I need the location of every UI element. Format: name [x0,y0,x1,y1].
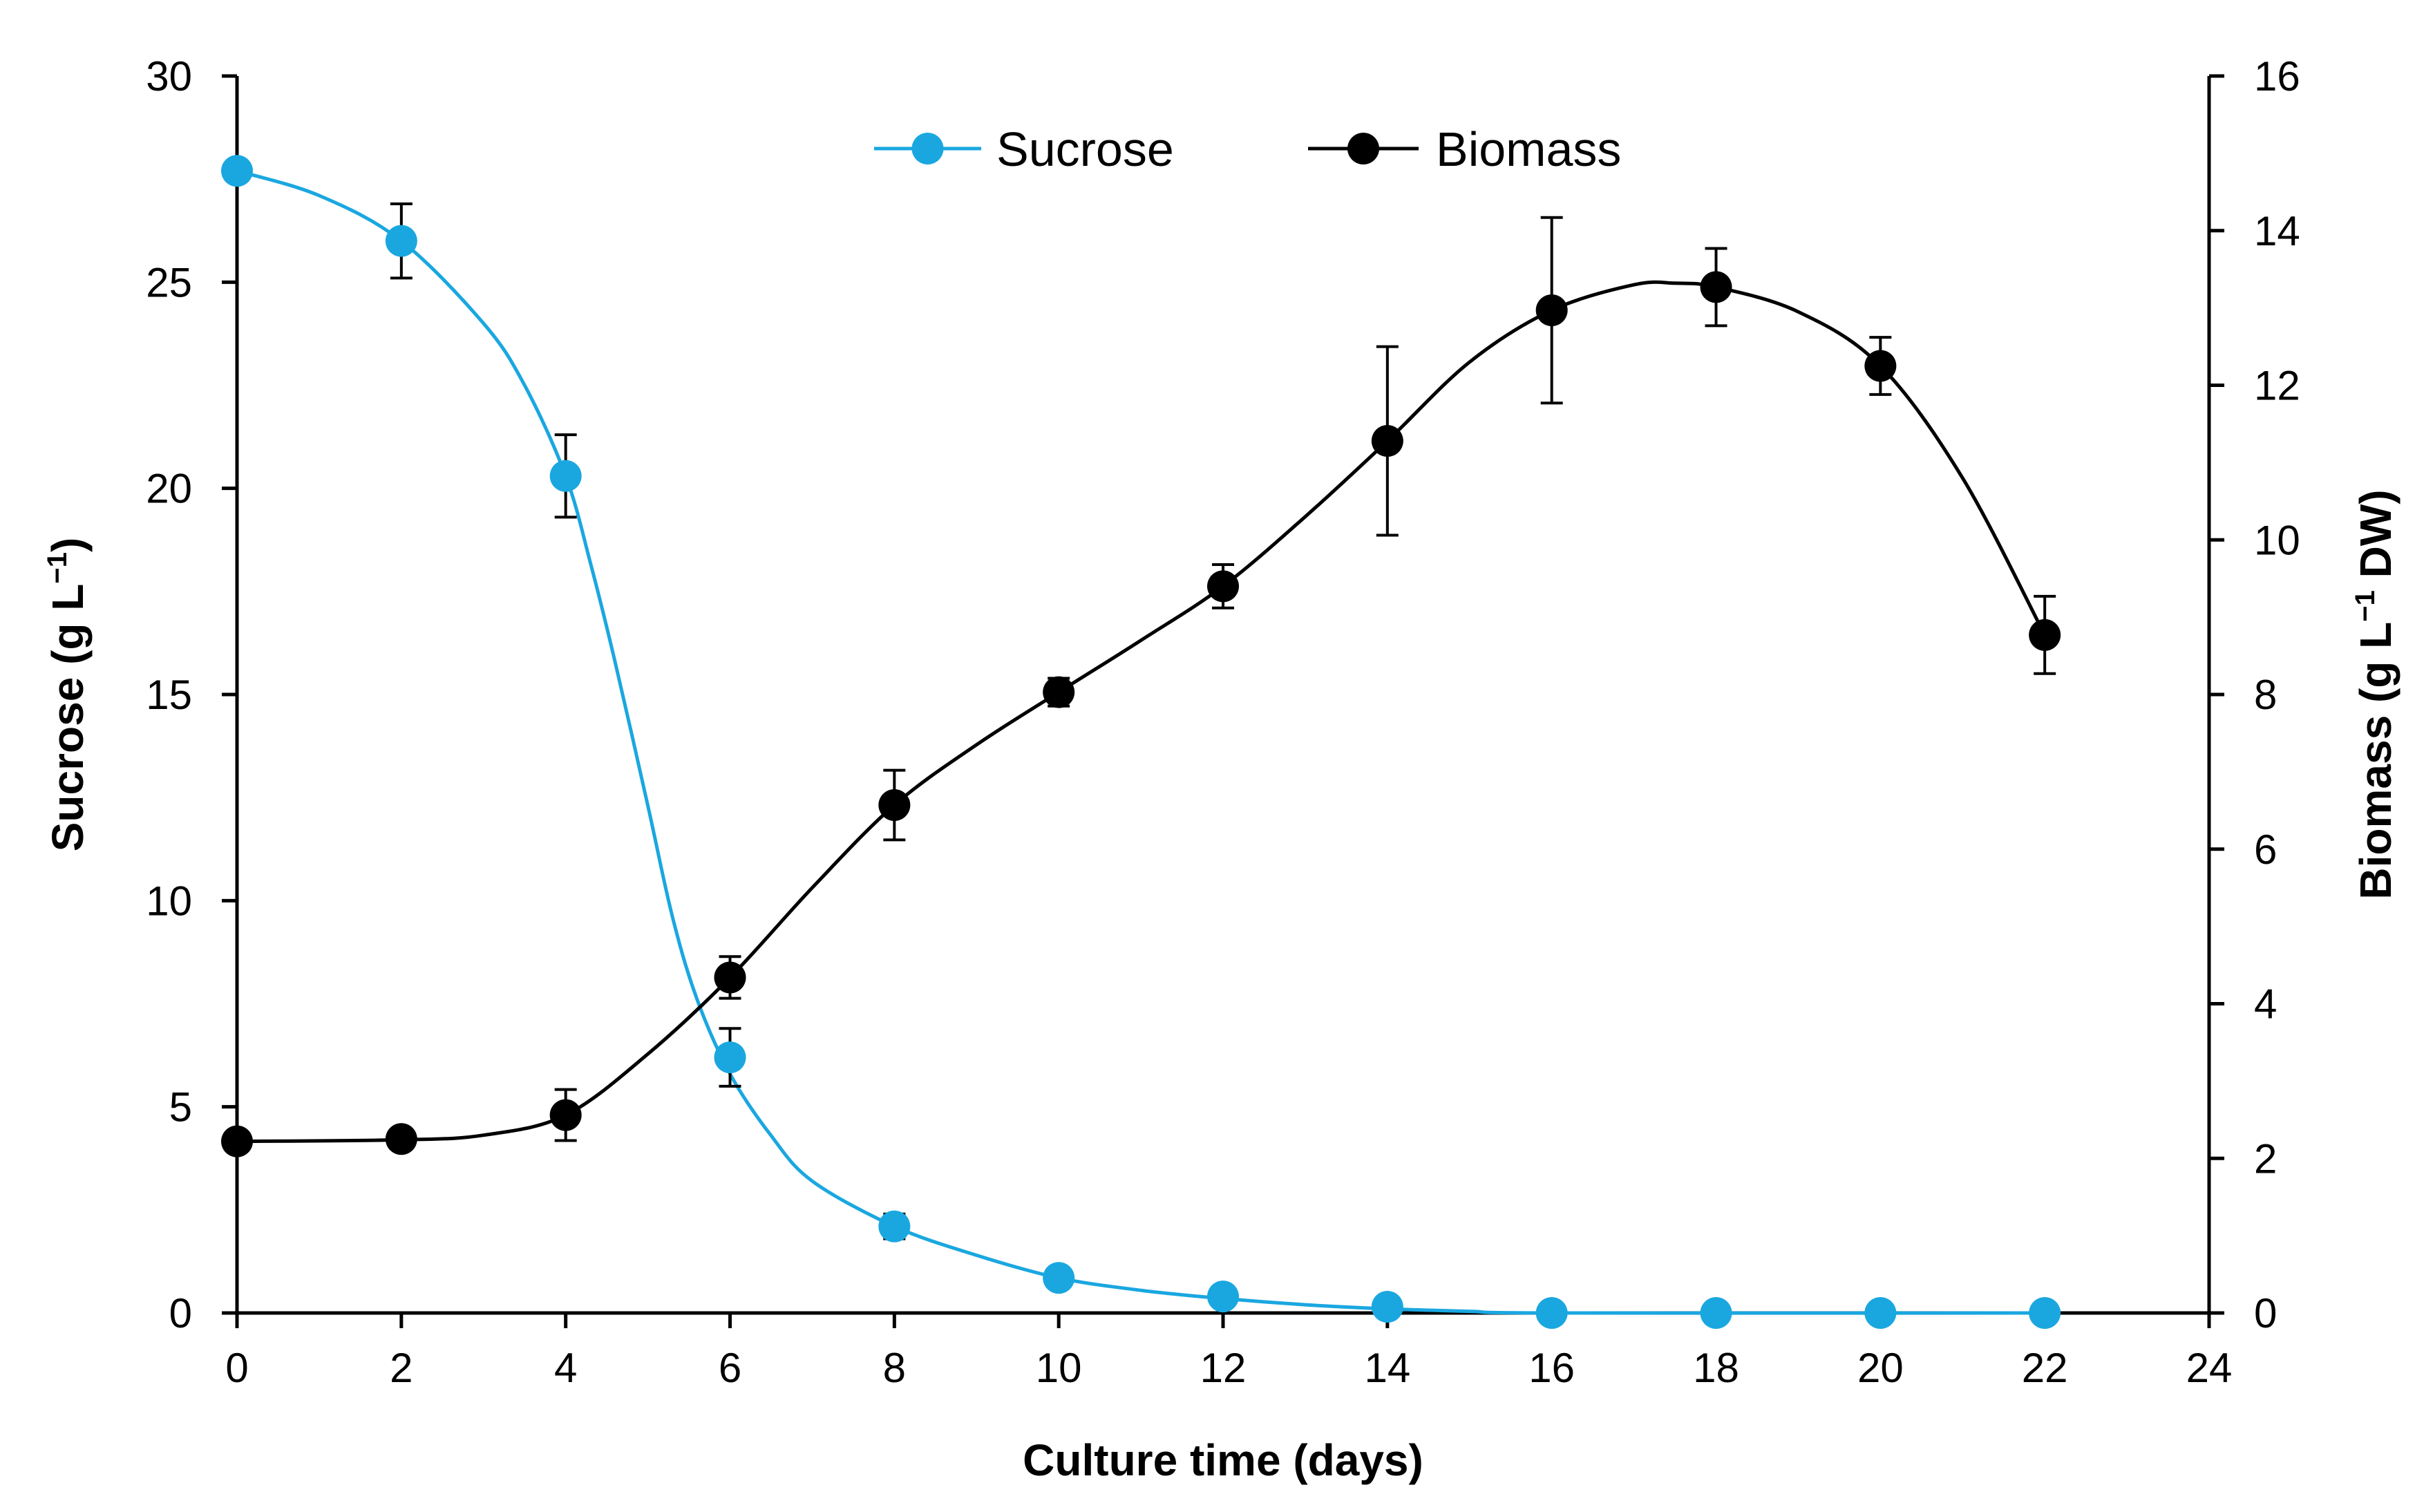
sucrose-point [1371,1291,1403,1323]
x-tick-label: 20 [1857,1345,1904,1391]
left-y-tick-label: 25 [146,259,192,305]
x-tick-label: 8 [883,1345,906,1391]
right-y-axis-title-sup: −1 [2350,590,2380,622]
biomass-point [385,1123,417,1155]
left-y-tick-label: 0 [169,1290,192,1336]
biomass-point [714,961,746,994]
sucrose-point [1207,1281,1239,1313]
x-tick-label: 4 [554,1345,577,1391]
x-tick-label: 16 [1528,1345,1575,1391]
x-tick-label: 10 [1036,1345,1082,1391]
biomass-point [549,1099,582,1131]
sucrose-curve [236,169,2045,1315]
legend-marker-biomass [1347,133,1379,164]
biomass-point [2029,618,2061,651]
left-y-tick-label: 5 [169,1084,192,1131]
biomass-point [221,1125,253,1157]
biomass-point [878,788,911,821]
legend-label-sucrose: Sucrose [996,122,1174,176]
biomass-point [1864,350,1897,382]
sucrose-point [1535,1297,1568,1329]
x-axis-title: Culture time (days) [1023,1435,1423,1485]
sucrose-point [549,460,582,492]
left-y-tick-label: 15 [146,672,192,718]
legend-label-biomass: Biomass [1436,122,1621,176]
left-y-tick-label: 20 [146,466,192,512]
biomass-point [1207,570,1239,603]
sucrose-point [2029,1297,2061,1329]
x-tick-label: 14 [1364,1345,1410,1391]
right-y-tick-label: 0 [2254,1290,2277,1336]
legend-item-sucrose: Sucrose [874,122,1174,176]
x-tick-label: 12 [1200,1345,1247,1391]
biomass-point [1371,425,1403,457]
right-y-axis-title-main: Biomass (g L [2351,622,2401,900]
right-y-axis-title: Biomass (g L−1 DW) [2350,489,2401,899]
right-y-tick-label: 14 [2254,208,2300,254]
right-y-tick-label: 12 [2254,363,2300,409]
right-y-tick-label: 10 [2254,517,2300,563]
sucrose-point [714,1041,746,1074]
sucrose-point [1700,1297,1732,1329]
x-tick-label: 22 [2022,1345,2068,1391]
legend-item-biomass: Biomass [1308,122,1621,176]
right-y-tick-label: 6 [2254,826,2277,873]
left-y-axis-title-tail: ) [43,538,93,552]
x-tick-label: 0 [225,1345,248,1391]
x-tick-label: 6 [719,1345,741,1391]
left-y-axis-title: Sucrose (g L−1) [42,538,93,852]
legend-marker-sucrose [911,133,944,164]
biomass-point [1043,676,1075,708]
left-y-tick-label: 30 [146,53,192,100]
left-y-tick-label: 10 [146,878,192,924]
data-points [221,155,2061,1329]
x-tick-label: 18 [1693,1345,1739,1391]
sucrose-point [385,225,417,257]
sucrose-point [221,155,253,187]
biomass-point [1535,294,1568,326]
x-tick-label: 2 [390,1345,413,1391]
sucrose-point [1864,1297,1897,1329]
right-y-axis-title-tail: DW) [2351,489,2401,590]
right-y-tick-label: 4 [2254,981,2277,1028]
sucrose-point [1043,1262,1075,1294]
right-y-tick-label: 16 [2254,53,2300,100]
left-y-axis-title-sup: −1 [42,552,73,584]
legend: Sucrose Biomass [874,122,1621,176]
x-tick-label: 24 [2186,1345,2233,1391]
biomass-point [1700,271,1732,303]
tick-labels: 0 2 4 6 8 10 12 14 16 18 20 22 240510152025300246810… [146,53,2300,1391]
left-y-axis-title-main: Sucrose (g L [43,584,93,852]
right-y-tick-label: 2 [2254,1135,2277,1182]
sucrose-point [878,1210,911,1242]
right-y-tick-label: 8 [2254,672,2277,718]
